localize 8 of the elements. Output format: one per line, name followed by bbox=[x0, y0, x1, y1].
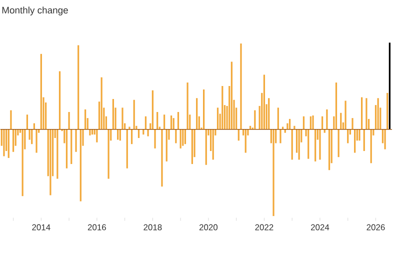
x-tick-label: 2022 bbox=[255, 224, 274, 230]
x-tick-label: 2020 bbox=[199, 224, 218, 230]
x-tick-label: 2026 bbox=[366, 224, 385, 230]
x-tick-label: 2014 bbox=[32, 224, 50, 230]
x-tick-label: 2018 bbox=[144, 224, 162, 230]
x-tick-label: 2016 bbox=[88, 224, 106, 230]
x-tick-label: 2024 bbox=[310, 224, 330, 230]
chart-title: Monthly change bbox=[2, 6, 68, 16]
